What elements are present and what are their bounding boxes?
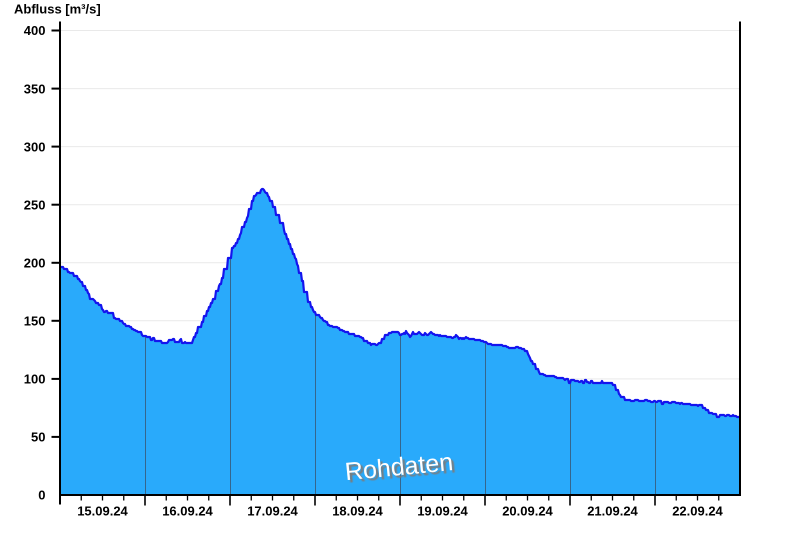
svg-text:300: 300 [24,139,46,154]
svg-text:400: 400 [24,23,46,38]
svg-text:200: 200 [24,255,46,270]
svg-text:Abfluss [m³/s]: Abfluss [m³/s] [14,2,101,17]
svg-text:50: 50 [31,430,45,445]
svg-text:150: 150 [24,314,46,329]
svg-text:350: 350 [24,81,46,96]
svg-text:17.09.24: 17.09.24 [247,503,298,518]
svg-text:18.09.24: 18.09.24 [332,503,383,518]
svg-text:15.09.24: 15.09.24 [77,503,128,518]
svg-text:100: 100 [24,372,46,387]
svg-text:16.09.24: 16.09.24 [162,503,213,518]
svg-text:0: 0 [38,488,45,503]
svg-text:19.09.24: 19.09.24 [417,503,468,518]
svg-text:250: 250 [24,197,46,212]
svg-text:21.09.24: 21.09.24 [587,503,638,518]
svg-text:22.09.24: 22.09.24 [672,503,723,518]
svg-text:20.09.24: 20.09.24 [502,503,553,518]
